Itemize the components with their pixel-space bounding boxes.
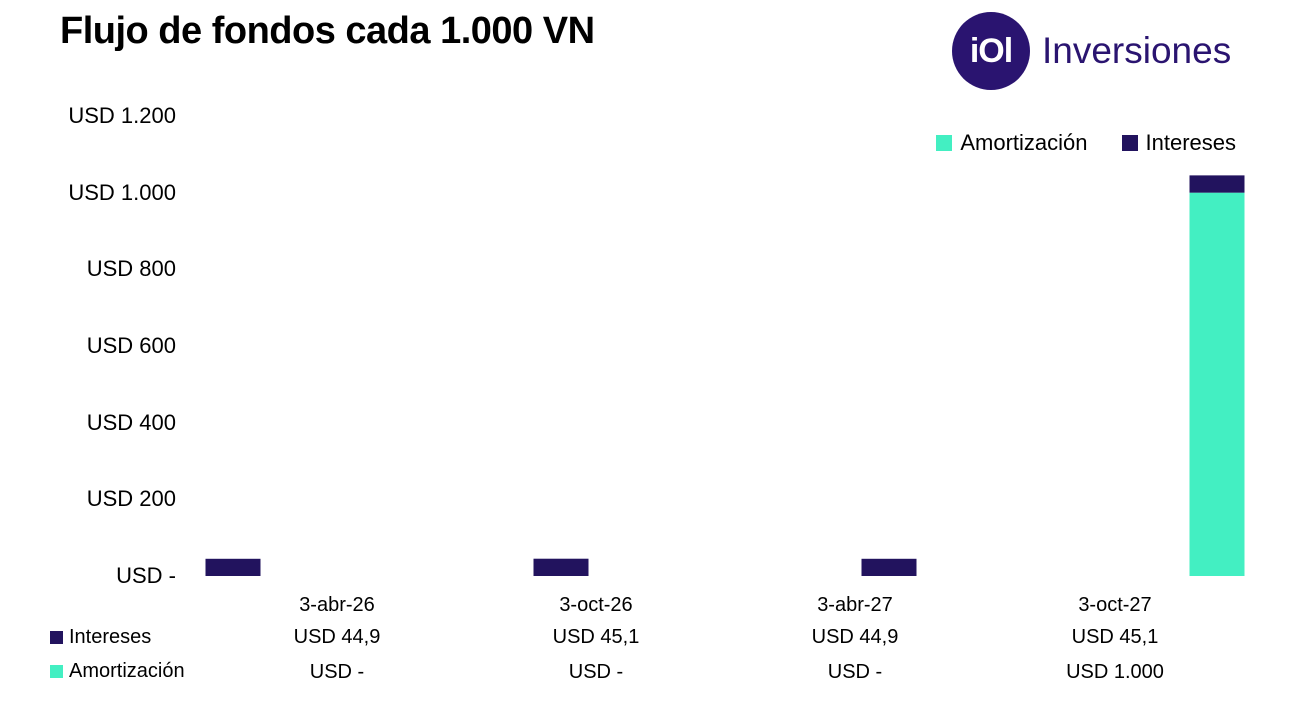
bar-intereses [1189,175,1245,193]
table-cell-amortizacion: USD - [568,661,624,683]
logo: iOl Inversiones [952,12,1242,92]
y-tick-label: USD - [116,563,176,588]
table-cell-intereses: USD 45,1 [1071,626,1159,648]
table-swatch-amortizacion [50,665,63,678]
table-cell-intereses: USD 44,9 [293,626,381,648]
table-row-label-intereses: Intereses [50,626,151,649]
bar-intereses [861,558,917,576]
legend-label-amortizacion: Amortización [960,130,1088,155]
legend-swatch-intereses [1121,135,1138,151]
table-cell-amortizacion: USD - [827,661,883,683]
table-cell-amortizacion: USD - [309,661,365,683]
logo-mark: iOl [952,12,1030,90]
table-row-label-amortizacion: Amortización [50,660,185,683]
legend-label-intereses: Intereses [1145,130,1237,155]
legend-item-intereses: Intereses [1121,130,1237,156]
x-tick-label: 3-abr-26 [299,594,375,616]
table-label-intereses: Intereses [69,626,152,648]
legend-swatch-amortizacion [936,135,953,151]
legend-item-amortizacion: Amortización [936,130,1088,156]
legend: Amortización Intereses [936,130,1236,156]
table-swatch-intereses [50,631,63,644]
table-cell-amortizacion: USD 1.000 [1066,661,1164,683]
y-tick-label: USD 1.200 [68,103,176,128]
logo-text: Inversiones [1042,30,1232,71]
bar-amortizacion [1189,192,1245,576]
table-label-amortizacion: Amortización [69,660,185,682]
y-tick-label: USD 200 [86,486,176,512]
table-cell-intereses: USD 44,9 [811,626,899,648]
y-tick-label: USD 600 [86,333,176,358]
y-tick-label: USD 800 [86,256,176,282]
x-tick-label: 3-abr-27 [817,594,893,616]
bar-intereses [205,558,261,576]
y-tick-label: USD 1.000 [68,179,176,205]
y-tick-label: USD 400 [86,409,176,435]
x-tick-label: 3-oct-26 [559,594,633,616]
plot-area [205,175,1245,576]
table-cell-intereses: USD 45,1 [552,626,640,648]
x-tick-label: 3-oct-27 [1078,594,1152,616]
bar-intereses [533,558,589,576]
chart-title: Flujo de fondos cada 1.000 VN [60,10,595,52]
